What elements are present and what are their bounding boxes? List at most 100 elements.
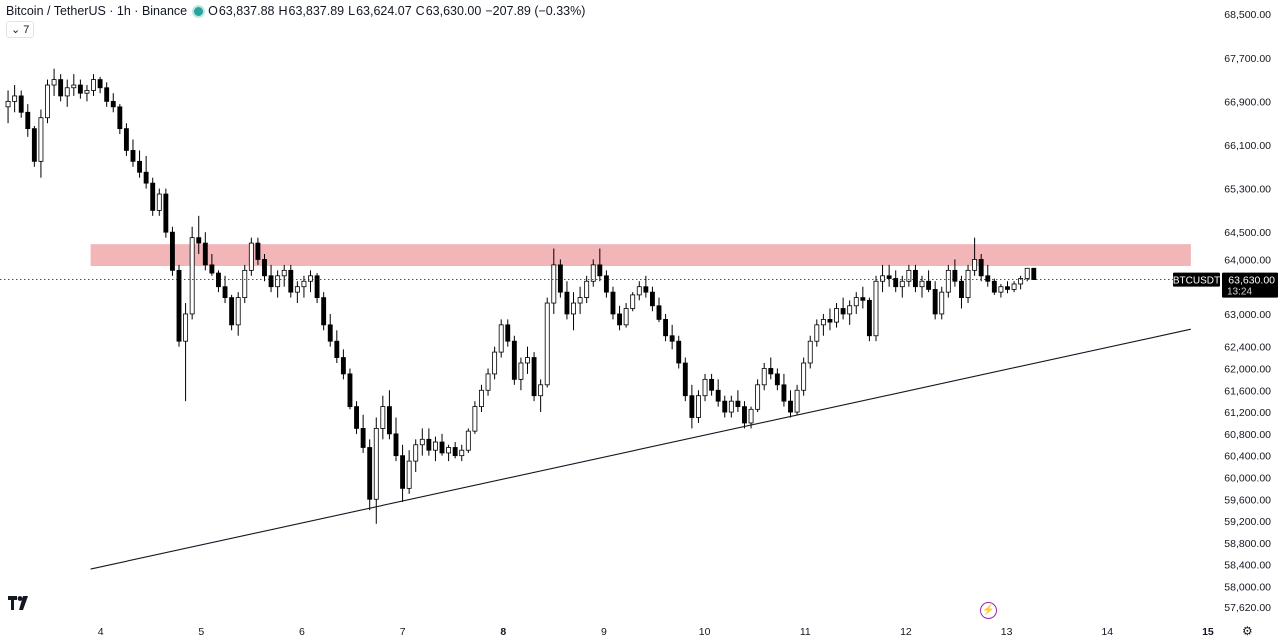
x-tick-label: 14 [1101, 626, 1113, 638]
candle-body [538, 384, 544, 397]
candle [880, 264, 885, 293]
candle [827, 308, 833, 331]
candle-body [71, 84, 77, 89]
candle-body [676, 340, 682, 364]
candle [932, 281, 938, 320]
candle-body [77, 84, 83, 94]
candle-body [439, 441, 445, 454]
candle [991, 278, 997, 295]
candle [419, 428, 425, 456]
candle-body [176, 269, 182, 342]
candle [209, 253, 215, 276]
y-tick-label: 58,000.00 [1224, 581, 1271, 593]
candle-body [104, 87, 110, 102]
candle-body [327, 324, 333, 342]
candle-body [880, 275, 885, 282]
candle-body [446, 447, 452, 454]
candle [433, 436, 438, 462]
candle-body [498, 324, 504, 353]
candle-body [945, 269, 951, 293]
candle-body [137, 160, 142, 173]
lightning-icon[interactable]: ⚡ [980, 602, 997, 619]
candle [77, 79, 83, 99]
candle-body [505, 324, 511, 342]
candle [617, 305, 622, 331]
candle-body [472, 406, 478, 432]
candle-body [978, 259, 984, 277]
candle [623, 303, 629, 328]
bar-countdown: 13:24 [1227, 287, 1252, 298]
candle [71, 74, 77, 96]
candle [610, 286, 616, 320]
candle-body [557, 264, 563, 293]
resistance-zone [90, 244, 1191, 266]
x-tick-label: 15 [1202, 626, 1214, 638]
candle-body [991, 280, 997, 293]
candle-body [130, 150, 136, 162]
candle-body [755, 384, 761, 410]
candle-body [610, 291, 616, 315]
candle-body [110, 100, 116, 108]
candle [656, 297, 662, 323]
candle [630, 292, 636, 312]
candle-body [926, 280, 932, 290]
candle [229, 294, 235, 331]
candle [893, 270, 899, 293]
candle [906, 264, 912, 287]
candle-body [761, 368, 767, 386]
candle [51, 68, 57, 96]
candle-body [972, 259, 978, 271]
candle [426, 428, 432, 456]
candle [248, 237, 254, 276]
candle [123, 123, 129, 156]
candle [866, 297, 872, 342]
candle-body [544, 302, 550, 386]
candle-body [814, 324, 820, 342]
candle-body [38, 117, 44, 162]
candle [84, 85, 90, 102]
candle-body [597, 264, 603, 277]
candle-body [275, 275, 281, 288]
symbol-title[interactable]: Bitcoin / TetherUS · 1h · Binance [6, 4, 188, 18]
candle-body [649, 291, 655, 307]
candle-body [281, 269, 287, 277]
candle [91, 74, 96, 96]
candle [163, 188, 169, 238]
candle-body [288, 269, 294, 293]
tradingview-logo-icon[interactable] [8, 596, 32, 615]
candle [590, 259, 596, 287]
candle [682, 357, 688, 402]
candle [242, 264, 248, 304]
candle-body [551, 264, 557, 304]
candle [768, 357, 774, 380]
candle [327, 313, 333, 347]
candle-body [702, 378, 708, 397]
candle-body [235, 297, 241, 326]
candle [130, 139, 136, 167]
candle [840, 297, 846, 320]
candle [1018, 275, 1024, 290]
candle [584, 275, 590, 304]
candle [814, 319, 820, 347]
candle-body [959, 280, 964, 298]
candle [143, 155, 149, 189]
candle [58, 74, 64, 102]
candle-body [321, 297, 327, 326]
candle [308, 270, 313, 293]
candle [222, 275, 228, 304]
candle-body [426, 438, 432, 451]
candle [735, 390, 741, 413]
candle [577, 286, 583, 314]
candle [216, 270, 221, 293]
candle [781, 373, 787, 407]
gear-icon[interactable]: ⚙ [1242, 624, 1253, 638]
candle-body [209, 264, 215, 274]
open-value: 63,837.88 [218, 4, 275, 18]
candle [847, 300, 853, 325]
candle [31, 125, 37, 167]
y-tick-label: 67,700.00 [1224, 53, 1271, 65]
candle-body [294, 286, 300, 293]
indicators-toggle-button[interactable]: ⌄ 7 [6, 21, 35, 38]
candle [603, 270, 609, 298]
